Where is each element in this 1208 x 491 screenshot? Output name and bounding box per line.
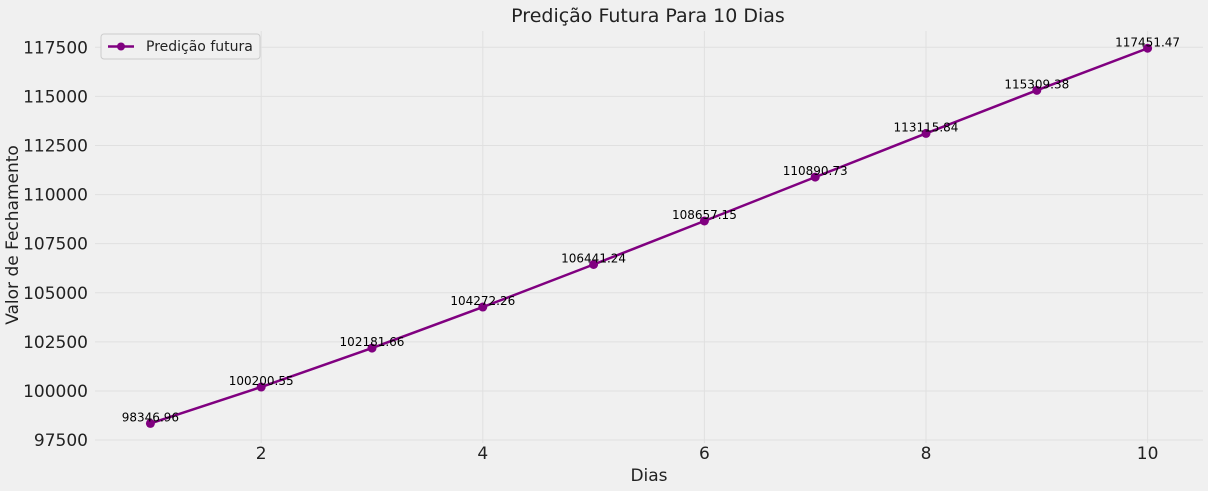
data-label: 117451.47 (1115, 35, 1180, 49)
data-label: 102181.66 (340, 335, 405, 349)
y-tick-label: 102500 (23, 333, 88, 353)
data-label: 104272.26 (450, 294, 515, 308)
legend-label: Predição futura (146, 39, 253, 55)
data-label: 110890.73 (783, 164, 848, 178)
data-label: 113115.84 (894, 120, 959, 134)
x-axis-label: Dias (630, 466, 667, 486)
data-labels: 98346.96 100200.55 102181.66 104272.26 10644… (122, 35, 1180, 424)
data-point (1143, 43, 1153, 53)
y-tick-label: 117500 (23, 38, 88, 58)
x-tick-label: 6 (699, 444, 710, 464)
x-tick-label: 10 (1137, 444, 1159, 464)
data-point (810, 172, 820, 182)
data-label: 108657.15 (672, 208, 737, 222)
data-label: 98346.96 (122, 410, 179, 424)
data-point (478, 302, 488, 312)
y-tick-label: 100000 (23, 382, 88, 402)
data-point (145, 418, 155, 428)
y-tick-label: 112500 (23, 136, 88, 156)
data-label: 100200.55 (229, 374, 294, 388)
x-tick-label: 2 (256, 444, 267, 464)
y-axis-ticks: 97500 100000 102500 105000 107500 110000 11250… (23, 38, 88, 451)
data-point (921, 128, 931, 138)
x-tick-label: 4 (477, 444, 488, 464)
data-point (256, 382, 266, 392)
y-tick-label: 107500 (23, 235, 88, 255)
y-tick-label: 105000 (23, 284, 88, 304)
x-axis-ticks: 2 4 6 8 10 (256, 444, 1159, 464)
data-label: 115309.38 (1004, 77, 1069, 91)
data-point (1032, 85, 1042, 95)
y-tick-label: 97500 (34, 431, 88, 451)
y-axis-label: Valor de Fechamento (3, 145, 23, 325)
y-tick-label: 110000 (23, 186, 88, 206)
series-points (145, 43, 1153, 428)
data-point (699, 216, 709, 226)
data-label: 106441.24 (561, 251, 626, 265)
data-point (367, 343, 377, 353)
x-tick-label: 8 (921, 444, 932, 464)
chart-title: Predição Futura Para 10 Dias (511, 5, 785, 27)
data-point (589, 259, 599, 269)
legend: Predição futura (100, 33, 261, 60)
legend-box (100, 33, 261, 60)
legend-marker-swatch (117, 42, 125, 51)
series-line (150, 47, 1149, 425)
y-tick-label: 115000 (23, 87, 88, 107)
